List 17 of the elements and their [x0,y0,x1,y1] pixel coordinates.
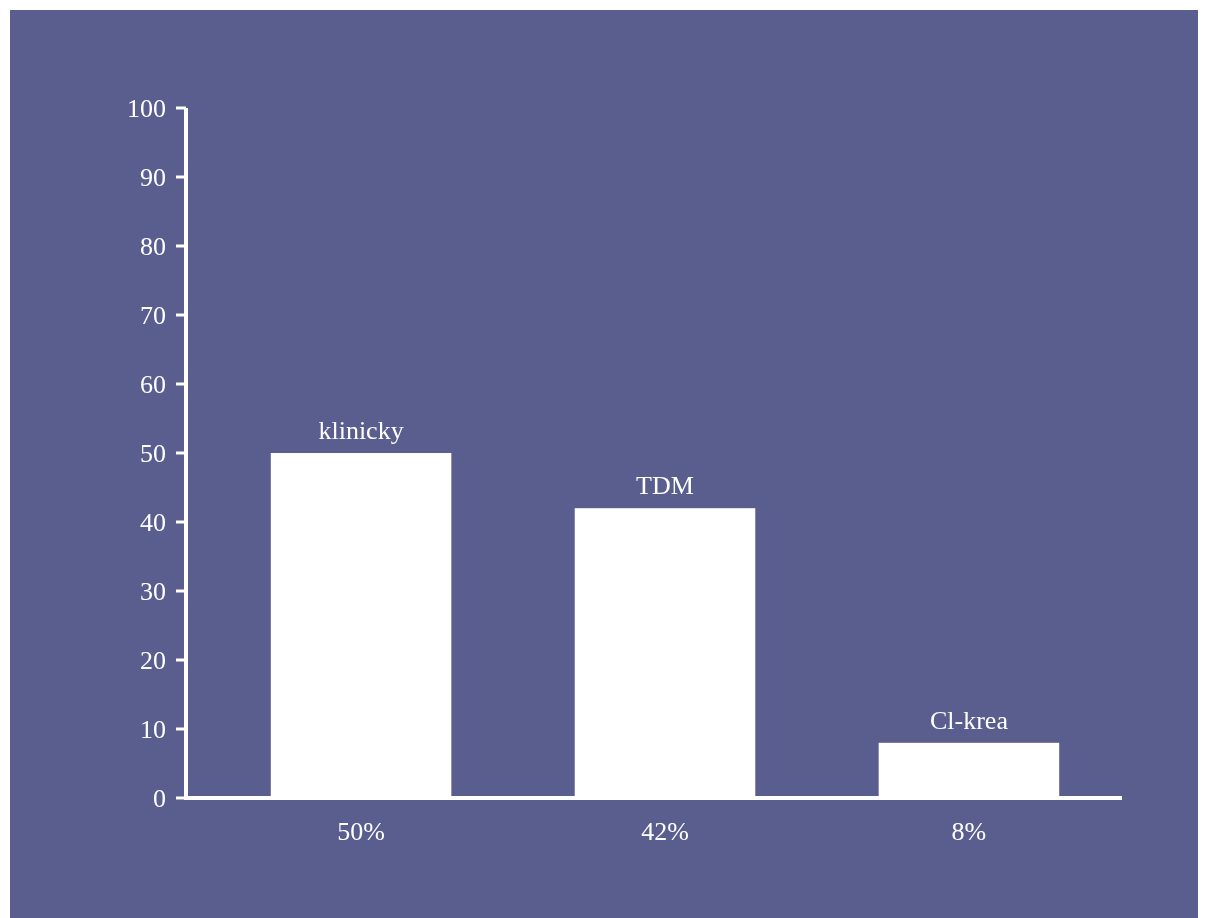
x-tick-label: 8% [951,817,987,846]
y-tick-label: 20 [140,646,166,676]
annotation: TDM [636,471,694,501]
y-tick-label: 0 [153,784,166,814]
y-tick-label: 100 [127,94,166,124]
x-tick-label: 42% [641,817,689,846]
y-tick-label: 30 [140,577,166,607]
y-tick-label: 60 [140,370,166,400]
y-tick-label: 80 [140,232,166,262]
y-tick-label: 70 [140,301,166,331]
y-tick-label: 90 [140,163,166,193]
y-tick-label: 40 [140,508,166,538]
y-tick-label: 50 [140,439,166,469]
annotation: klinicky [318,416,404,445]
annotation: Cl-krea [929,705,1009,735]
y-tick-label: 10 [140,715,166,745]
x-tick-label: 50% [337,817,385,846]
